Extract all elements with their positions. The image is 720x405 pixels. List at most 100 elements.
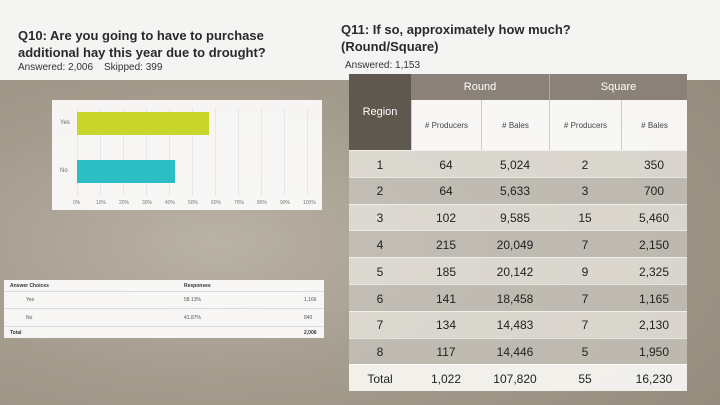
cell-s-prod: 7 <box>581 291 589 306</box>
cell-s-prod: 2 <box>581 157 589 172</box>
gridline <box>169 108 170 196</box>
cell-r-bales: 107,820 <box>493 371 537 386</box>
cell-s-bales: 5,460 <box>638 211 670 226</box>
header-responses: Responses <box>184 283 211 289</box>
q11-title: Q11: If so, approximately how much? (Rou… <box>341 21 571 55</box>
q10-bar-chart: 0% 10% 20% 30% 40% 50% 60% 70% 80% 90% 100% Yes No <box>52 100 322 210</box>
x-tick-label: 20% <box>119 200 130 206</box>
gridline <box>123 108 124 196</box>
cell-s-bales: 2,130 <box>638 318 670 333</box>
cell-region: 4 <box>376 237 384 252</box>
response-choice-no: No <box>26 315 33 321</box>
responses-table: Answer Choices Responses Yes 58.13% 1,16… <box>4 280 324 338</box>
cell-s-bales: 1,165 <box>638 291 670 306</box>
response-percent-no: 41.87% <box>184 315 201 321</box>
round-header: Round <box>411 74 549 100</box>
cell-r-bales: 5,633 <box>499 184 531 199</box>
cell-s-bales: 2,150 <box>638 237 670 252</box>
gridline <box>146 108 147 196</box>
region-row: 7 134 14,483 7 2,130 <box>349 310 687 338</box>
cell-r-prod: 185 <box>435 264 457 279</box>
cell-region: 3 <box>376 211 384 226</box>
response-total-label: Total <box>10 330 22 336</box>
cell-r-prod: 64 <box>439 184 453 199</box>
region-row: 2 64 5,633 3 700 <box>349 176 687 204</box>
cell-s-prod: 55 <box>578 371 592 386</box>
category-label: Yes <box>60 120 70 126</box>
region-row: 4 215 20,049 7 2,150 <box>349 230 687 258</box>
region-row: 1 64 5,024 2 350 <box>349 150 687 177</box>
cell-r-bales: 20,049 <box>496 237 534 252</box>
cell-r-prod: 141 <box>435 291 457 306</box>
gridline <box>261 108 262 196</box>
cell-region: 1 <box>376 157 384 172</box>
cell-r-bales: 14,483 <box>496 318 534 333</box>
x-tick-label: 60% <box>211 200 222 206</box>
q10-skipped: Skipped: 399 <box>104 62 163 73</box>
q10-answered: Answered: 2,006 <box>18 62 94 73</box>
cell-region: 7 <box>376 318 384 333</box>
x-tick-label: 0% <box>73 200 81 206</box>
q11-answered: Answered: 1,153 <box>345 60 421 71</box>
category-label: No <box>60 168 68 174</box>
cell-region: Total <box>367 371 393 386</box>
x-tick-label: 90% <box>280 200 291 206</box>
cell-r-prod: 64 <box>439 157 453 172</box>
cell-r-bales: 14,446 <box>496 345 534 360</box>
cell-s-prod: 5 <box>581 345 589 360</box>
region-row: 3 102 9,585 15 5,460 <box>349 203 687 231</box>
region-header: Region <box>349 74 411 150</box>
q11-title-line1: Q11: If so, approximately how much? <box>341 22 571 37</box>
square-header: Square <box>549 74 687 100</box>
cell-s-bales: 700 <box>643 184 665 199</box>
cell-r-prod: 117 <box>436 345 456 360</box>
cell-region: 8 <box>376 345 384 360</box>
subheader-square-producers: # Producers <box>549 100 621 150</box>
divider <box>4 326 324 327</box>
cell-region: 5 <box>376 264 384 279</box>
region-row: 8 117 14,446 5 1,950 <box>349 337 687 365</box>
cell-s-prod: 9 <box>581 264 589 279</box>
q10-title: Q10: Are you going to have to purchase a… <box>18 27 266 61</box>
cell-s-bales: 16,230 <box>635 371 673 386</box>
cell-r-prod: 1,022 <box>430 371 462 386</box>
response-total-value: 2,006 <box>304 330 317 336</box>
response-count-no: 840 <box>304 315 313 321</box>
gridline <box>238 108 239 196</box>
cell-s-bales: 1,950 <box>638 345 670 360</box>
cell-s-prod: 7 <box>581 318 589 333</box>
header-answer-choices: Answer Choices <box>10 283 49 289</box>
x-tick-label: 70% <box>234 200 245 206</box>
response-percent-yes: 58.13% <box>184 297 201 303</box>
x-tick-label: 50% <box>188 200 199 206</box>
region-table: Region Round Square # Producers # Bales … <box>349 74 687 392</box>
cell-r-prod: 215 <box>435 237 457 252</box>
cell-s-prod: 3 <box>581 184 589 199</box>
cell-r-bales: 9,585 <box>499 211 531 226</box>
x-tick-label: 100% <box>303 200 316 206</box>
cell-region: 6 <box>376 291 384 306</box>
q10-title-line2: additional hay this year due to drought? <box>18 45 266 60</box>
cell-r-prod: 134 <box>435 318 457 333</box>
region-row: 5 185 20,142 9 2,325 <box>349 257 687 285</box>
bar-yes <box>77 112 210 135</box>
cell-s-bales: 350 <box>643 157 665 172</box>
gridline <box>77 108 78 196</box>
cell-s-bales: 2,325 <box>638 264 670 279</box>
response-count-yes: 1,166 <box>304 297 317 303</box>
divider <box>4 308 324 309</box>
x-tick-label: 30% <box>142 200 153 206</box>
cell-r-bales: 20,142 <box>496 264 534 279</box>
subheader-round-producers: # Producers <box>411 100 481 150</box>
region-row: 6 141 18,458 7 1,165 <box>349 284 687 311</box>
q11-title-line2: (Round/Square) <box>341 39 439 54</box>
cell-s-prod: 15 <box>578 211 592 226</box>
gridline <box>215 108 216 196</box>
q10-title-line1: Q10: Are you going to have to purchase <box>18 28 264 43</box>
gridline <box>100 108 101 196</box>
cell-s-prod: 7 <box>581 237 589 252</box>
gridline <box>284 108 285 196</box>
bar-no <box>77 160 175 183</box>
cell-r-bales: 5,024 <box>499 157 531 172</box>
cell-r-bales: 18,458 <box>496 291 534 306</box>
